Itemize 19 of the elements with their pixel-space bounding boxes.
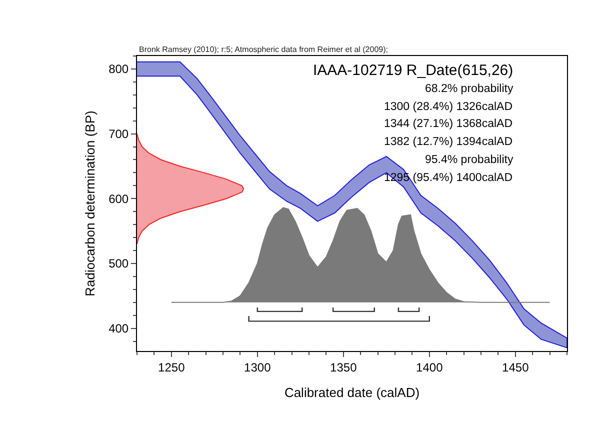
y-tick-label: 800	[108, 62, 129, 76]
x-tick-label: 1400	[416, 360, 444, 374]
x-tick-label: 1450	[502, 360, 530, 374]
annotation: 1382 (12.7%) 1394calAD	[384, 136, 512, 148]
y-tick-label: 400	[108, 322, 129, 336]
x-tick-label: 1300	[244, 360, 272, 374]
x-tick-label: 1350	[330, 360, 358, 374]
y-tick-label: 600	[108, 192, 129, 206]
y-tick-label: 700	[108, 127, 129, 141]
annotation: 95.4% probability	[425, 154, 514, 166]
x-tick-label: 1250	[158, 360, 186, 374]
y-tick-label: 500	[108, 256, 129, 271]
text: Bronk Ramsey (2010); r:5; Atmospheric data from Reimer et al (2009);	[139, 45, 388, 54]
annotation: 1300 (28.4%) 1326calAD	[384, 101, 512, 113]
x-axis-title: Calibrated date (calAD)	[284, 385, 420, 400]
y-axis-title: Radiocarbon determination (BP)	[82, 110, 98, 296]
annotation: 68.2% probability	[425, 83, 514, 95]
annotation: 1344 (27.1%) 1368calAD	[384, 118, 512, 130]
chart-title: IAAA-102719 R_Date(615,26)	[313, 62, 514, 79]
